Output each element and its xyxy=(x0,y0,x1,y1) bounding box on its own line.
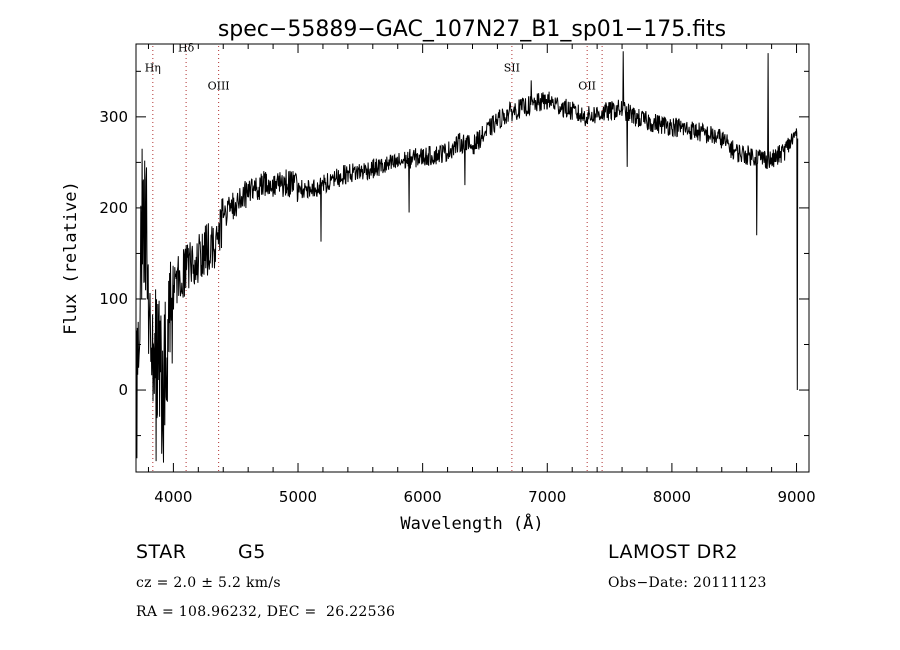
y-tick-label: 300 xyxy=(99,108,128,126)
y-tick-label: 200 xyxy=(99,199,128,217)
object-subclass: G5 xyxy=(238,541,266,563)
x-tick-label: 9000 xyxy=(777,488,815,506)
redshift-velocity: cz = 2.0 ± 5.2 km/s xyxy=(136,575,281,591)
x-tick-label: 7000 xyxy=(528,488,566,506)
y-axis: 0 100 200 300 xyxy=(99,70,809,437)
coordinates: RA = 108.96232, DEC = 26.22536 xyxy=(136,604,396,620)
x-tick-label: 8000 xyxy=(653,488,691,506)
line-marker-label: SII xyxy=(504,61,520,74)
x-tick-label: 4000 xyxy=(154,488,192,506)
y-axis-label: Flux (relative) xyxy=(61,181,81,335)
x-tick-label: 6000 xyxy=(404,488,442,506)
x-tick-label: 5000 xyxy=(279,488,317,506)
object-class: STAR xyxy=(136,541,187,563)
spectrum-trace xyxy=(135,51,799,463)
chart-title: spec−55889−GAC_107N27_B1_sp01−175.fits xyxy=(218,17,726,42)
emission-line-markers: Hη Hδ OIII SII OII xyxy=(145,41,603,471)
y-tick-label: 0 xyxy=(118,381,128,399)
y-tick-label: 100 xyxy=(99,290,128,308)
observation-date: Obs−Date: 20111123 xyxy=(608,575,767,591)
survey-name: LAMOST DR2 xyxy=(608,541,738,563)
line-marker-label: Hη xyxy=(145,61,161,74)
line-marker-label: OIII xyxy=(208,80,230,93)
spectrum-line xyxy=(135,51,799,463)
line-marker-label: Hδ xyxy=(178,41,195,54)
plot-frame xyxy=(135,43,810,473)
x-axis-label: Wavelength (Å) xyxy=(400,512,543,534)
line-marker-label: OII xyxy=(578,80,596,93)
x-axis: 4000 5000 6000 7000 8000 9000 xyxy=(147,44,816,506)
